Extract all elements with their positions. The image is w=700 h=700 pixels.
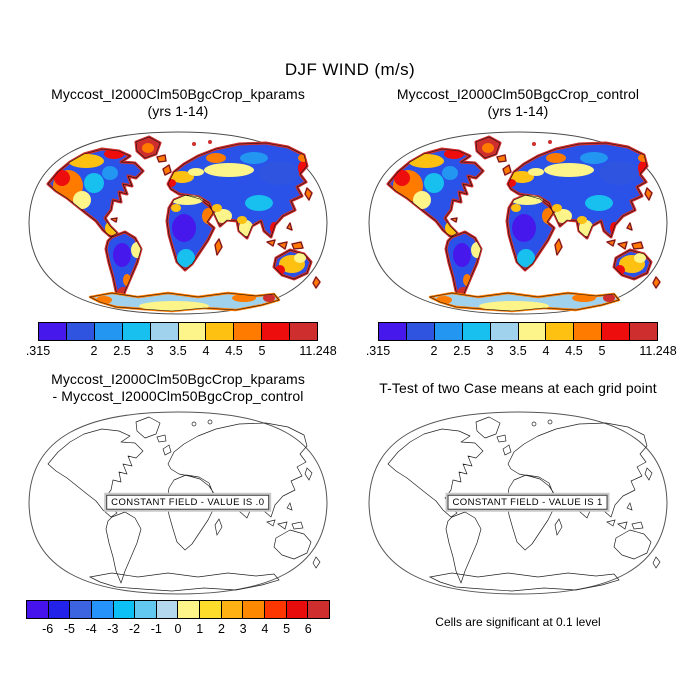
colorbar-box (48, 601, 71, 618)
colorbar-boxes (38, 322, 318, 341)
colorbar-box (462, 323, 491, 340)
colorbar-box (286, 601, 309, 618)
colorbar-box (206, 323, 235, 340)
colorbar-kparams: .315 2 2.5 3 3.5 4 4.5 5 11.248 (24, 322, 337, 360)
colorbar-tick-label: 4 (261, 622, 269, 636)
colorbar-tick-label: 5 (283, 622, 291, 636)
colorbar-tick-label: 2 (217, 622, 225, 636)
map-panel-kparams (24, 128, 332, 318)
colorbar-tick-label: 0 (174, 622, 182, 636)
colorbar-tick-label: 6 (304, 622, 312, 636)
colorbar-box (234, 323, 263, 340)
colorbar-tick-label: 3 (486, 344, 494, 358)
colorbar-box (630, 323, 658, 340)
colorbar-tick-label: 2 (90, 344, 98, 358)
colorbar-tick-label: .315 (365, 344, 391, 358)
panel-title-control-line2: (yrs 1-14) (487, 102, 549, 119)
colorbar-tick-labels: -6 -5 -4 -3 -2 -1 0 1 2 3 4 5 6 (26, 622, 330, 638)
colorbar-tick-label: -2 (128, 622, 141, 636)
colorbar-tick-label: 3 (146, 344, 154, 358)
colorbar-tick-label: 2.5 (113, 344, 131, 358)
colorbar-tick-label: 2 (430, 344, 438, 358)
colorbar-box (94, 323, 123, 340)
colorbar-tick-labels: .315 2 2.5 3 3.5 4 4.5 5 11.248 (26, 344, 337, 360)
colorbar-box (150, 323, 179, 340)
colorbar-tick-label: 5 (598, 344, 606, 358)
colorbar-tick-label: -1 (150, 622, 162, 636)
colorbar-tick-labels: .315 2 2.5 3 3.5 4 4.5 5 11.248 (366, 344, 677, 360)
panel-title-difference-line1: Myccost_I2000Clm50BgcCrop_kparams (51, 371, 305, 387)
colorbar-box (66, 323, 95, 340)
panel-title-control: Myccost_I2000Clm50BgcCrop_control (yrs 1… (364, 86, 672, 120)
colorbar-box (379, 323, 407, 340)
colorbar-box (243, 601, 266, 618)
colorbar-tick-label: 1 (196, 622, 204, 636)
colorbar-tick-label: -5 (63, 622, 75, 636)
colorbar-control: .315 2 2.5 3 3.5 4 4.5 5 11.248 (364, 322, 677, 360)
panel-title-kparams: Myccost_I2000Clm50BgcCrop_kparams (yrs 1… (24, 86, 332, 120)
panel-title-difference: Myccost_I2000Clm50BgcCrop_kparams - Mycc… (24, 371, 332, 405)
colorbar-box (70, 601, 92, 618)
figure-title: DJF WIND (m/s) (284, 60, 416, 79)
panel-title-kparams-line1: Myccost_I2000Clm50BgcCrop_kparams (51, 86, 305, 102)
colorbar-tick-label: 4 (542, 344, 550, 358)
colorbar-box (91, 601, 114, 618)
map-panel-ttest: CONSTANT FIELD - VALUE IS 1 (364, 408, 672, 598)
colorbar-tick-label: 3.5 (509, 344, 527, 358)
colorbar-difference: -6 -5 -4 -3 -2 -1 0 1 2 3 4 5 6 (24, 600, 332, 638)
world-map-filled-control (364, 128, 672, 318)
colorbar-tick-label: -4 (85, 622, 97, 636)
map-panel-control (364, 128, 672, 318)
colorbar-box (290, 323, 318, 340)
colorbar-tick-label: 2.5 (453, 344, 471, 358)
colorbar-tick-label: 11.248 (639, 344, 677, 358)
colorbar-box (490, 323, 519, 340)
constant-field-label-difference: CONSTANT FIELD - VALUE IS .0 (106, 494, 270, 510)
colorbar-boxes (378, 322, 658, 341)
colorbar-box (308, 601, 329, 618)
colorbar-tick-label: 3 (239, 622, 247, 636)
colorbar-tick-label: 4.5 (565, 344, 583, 358)
panel-title-kparams-line2: (yrs 1-14) (147, 102, 209, 119)
colorbar-tick-label: 4.5 (225, 344, 243, 358)
colorbar-box (39, 323, 67, 340)
colorbar-tick-label: 3.5 (169, 344, 187, 358)
colorbar-box (434, 323, 463, 340)
colorbar-box (518, 323, 547, 340)
significance-footnote: Cells are significant at 0.1 level (435, 615, 601, 629)
colorbar-box (178, 601, 201, 618)
colorbar-tick-label: 4 (202, 344, 210, 358)
colorbar-box (546, 323, 575, 340)
map-panel-difference: CONSTANT FIELD - VALUE IS .0 (24, 408, 332, 598)
colorbar-box (200, 601, 222, 618)
world-map-filled-kparams (24, 128, 332, 318)
colorbar-box (135, 601, 157, 618)
colorbar-box (265, 601, 287, 618)
colorbar-box (27, 601, 49, 618)
colorbar-tick-label: -6 (42, 622, 54, 636)
colorbar-boxes (26, 600, 330, 619)
panel-title-control-line1: Myccost_I2000Clm50BgcCrop_control (396, 86, 640, 102)
colorbar-tick-label: 5 (258, 344, 266, 358)
colorbar-tick-label: -3 (107, 622, 119, 636)
panel-title-ttest: T-Test of two Case means at each grid po… (379, 380, 657, 396)
colorbar-box (221, 601, 244, 618)
colorbar-box (113, 601, 136, 618)
colorbar-box (262, 323, 291, 340)
colorbar-box (574, 323, 603, 340)
colorbar-box (122, 323, 151, 340)
colorbar-box (178, 323, 207, 340)
colorbar-box (406, 323, 435, 340)
constant-field-label-ttest: CONSTANT FIELD - VALUE IS 1 (447, 494, 608, 510)
colorbar-tick-label: 11.248 (299, 344, 337, 358)
panel-title-difference-line2: - Myccost_I2000Clm50BgcCrop_control (52, 387, 304, 404)
colorbar-box (602, 323, 631, 340)
colorbar-box (156, 601, 179, 618)
colorbar-tick-label: .315 (25, 344, 51, 358)
